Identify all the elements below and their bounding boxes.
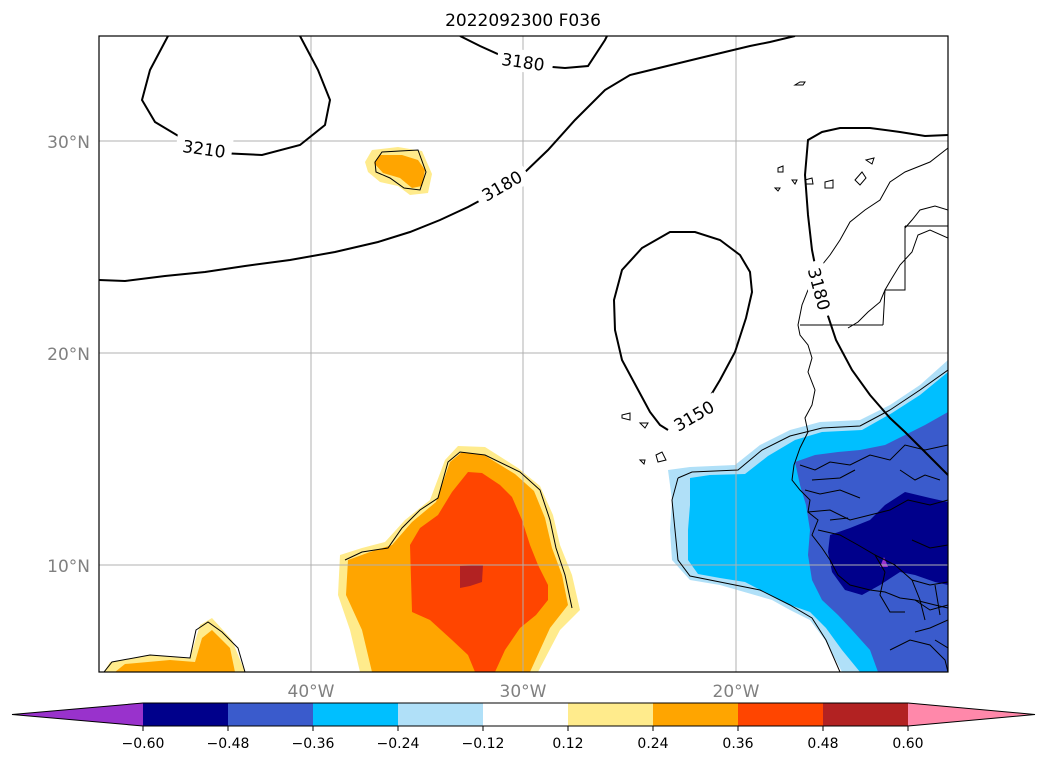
colorbar-tick-label: −0.24	[377, 736, 420, 752]
lon-label-40w: 40°W	[288, 682, 335, 702]
map-frame	[98, 35, 949, 673]
negative-region-east-navy	[828, 492, 948, 595]
contour-3180-main	[99, 36, 796, 283]
lon-label-30w: 30°W	[500, 682, 547, 702]
lat-labels: 30°N 20°N 10°N	[47, 133, 90, 577]
lon-label-20w: 20°W	[713, 682, 760, 702]
country-borders	[799, 225, 948, 649]
colorbar-extend-high	[908, 703, 1035, 726]
colorbar-tick-label: −0.48	[207, 736, 250, 752]
colorbar-swatch	[653, 703, 739, 726]
colorbar-tick-label: −0.60	[122, 736, 165, 752]
colorbar-tick-label: −0.36	[292, 736, 335, 752]
colorbar-tick-label: 0.60	[892, 736, 923, 752]
colorbar: −0.60 −0.48 −0.36 −0.24 −0.12 0.12 0.24 0.36 0.4…	[11, 702, 1036, 752]
colorbar-swatch	[823, 703, 909, 726]
colorbar-swatch	[143, 703, 229, 726]
colorbar-tick-label: 0.36	[722, 736, 753, 752]
colorbar-swatch	[483, 703, 569, 726]
positive-region-central-darkred	[460, 565, 483, 588]
colorbar-extend-low	[12, 703, 143, 726]
colorbar-tick-label: 0.24	[637, 736, 668, 752]
figure-title: 2022092300 F036	[445, 11, 601, 31]
contour-3150	[612, 231, 754, 431]
map-content	[99, 36, 948, 672]
contour-labels: 3210 3180 3180 3180 3150	[175, 46, 837, 440]
contour-3210	[140, 36, 332, 157]
colorbar-swatch	[313, 703, 399, 726]
lon-labels: 40°W 30°W 20°W	[288, 682, 760, 702]
lat-label-30n: 30°N	[47, 133, 90, 153]
coastlines	[103, 81, 948, 672]
colorbar-swatch	[568, 703, 654, 726]
graticule	[99, 36, 948, 672]
colorbar-swatch	[228, 703, 314, 726]
colorbar-tick-label: 0.12	[552, 736, 583, 752]
lat-label-10n: 10°N	[47, 557, 90, 577]
positive-region-west-orange	[115, 630, 235, 672]
colorbar-tick-label: 0.48	[807, 736, 838, 752]
positive-region-north-orange	[374, 155, 425, 188]
colorbar-swatch	[398, 703, 484, 726]
colorbar-tick-label: −0.12	[462, 736, 505, 752]
colorbar-swatch	[738, 703, 824, 726]
lat-label-20n: 20°N	[47, 345, 90, 365]
